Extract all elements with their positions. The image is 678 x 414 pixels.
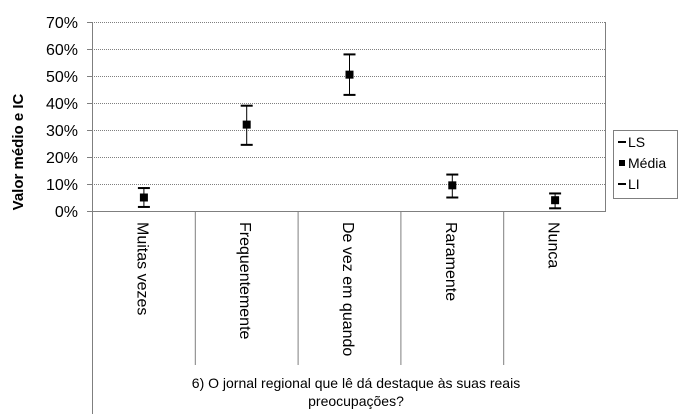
- mean-marker: [242, 120, 251, 129]
- legend: LS Média LI: [613, 130, 678, 199]
- mean-marker: [448, 181, 457, 190]
- x-axis-title-line1: 6) O jornal regional que lê dá destaque …: [192, 375, 520, 391]
- legend-marker-media: [619, 160, 625, 166]
- legend-label: LS: [628, 134, 645, 150]
- y-tick-label: 60%: [46, 42, 78, 59]
- mean-marker: [345, 70, 354, 79]
- legend-label: Média: [628, 155, 666, 171]
- y-tick-label: 30%: [46, 123, 78, 140]
- x-category-labels: Muitas vezes Frequentemente De vez em quan…: [133, 222, 561, 356]
- y-tick-label: 0%: [55, 204, 78, 221]
- y-tick-label: 20%: [46, 150, 78, 167]
- y-tick-label: 40%: [46, 96, 78, 113]
- mean-marker: [139, 193, 148, 202]
- x-axis-title-line2: preocupações?: [308, 393, 404, 409]
- category-label: De vez em quando: [339, 222, 356, 356]
- y-tick-label: 70%: [46, 15, 78, 32]
- category-label: Raramente: [442, 222, 459, 301]
- axes: [87, 22, 606, 414]
- y-axis-title: Valor médio e IC: [10, 93, 27, 210]
- y-tick-label: 10%: [46, 177, 78, 194]
- category-label: Muitas vezes: [133, 222, 150, 315]
- gridlines: [92, 22, 606, 185]
- y-tick-label: 50%: [46, 69, 78, 86]
- legend-label: LI: [628, 176, 640, 192]
- y-tick-labels: 0% 10% 20% 30% 40% 50% 60% 70%: [46, 15, 78, 221]
- data-marks: [137, 53, 562, 210]
- category-label: Frequentemente: [236, 222, 253, 340]
- category-label: Nunca: [545, 222, 562, 268]
- mean-marker: [551, 196, 560, 205]
